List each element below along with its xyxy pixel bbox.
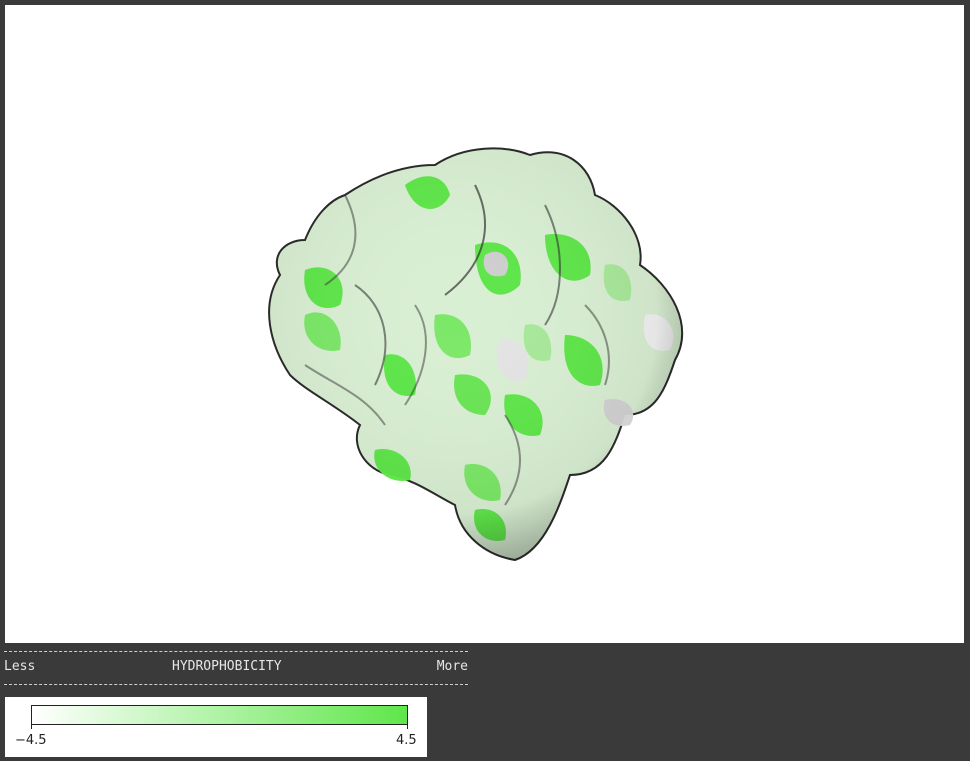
more-label: More [436, 659, 468, 674]
color-scale-bar [31, 705, 408, 725]
protein-surface-render[interactable] [5, 5, 964, 643]
hydrophobicity-labels: Less HYDROPHOBICITY More [4, 660, 468, 674]
max-tick [407, 723, 408, 729]
molecule-viewport[interactable] [5, 5, 964, 643]
less-label: Less [4, 659, 36, 674]
dashed-divider-top [4, 651, 468, 652]
max-value-label: 4.5 [396, 733, 417, 748]
min-tick [31, 723, 32, 729]
protein-surface [268, 147, 684, 562]
color-scale-legend: −4.5 4.5 [5, 697, 427, 757]
legend-console-text: Less HYDROPHOBICITY More [4, 645, 468, 685]
legend-title: HYDROPHOBICITY [172, 659, 282, 674]
dashed-divider-bottom [4, 684, 468, 685]
min-value-label: −4.5 [15, 733, 47, 748]
